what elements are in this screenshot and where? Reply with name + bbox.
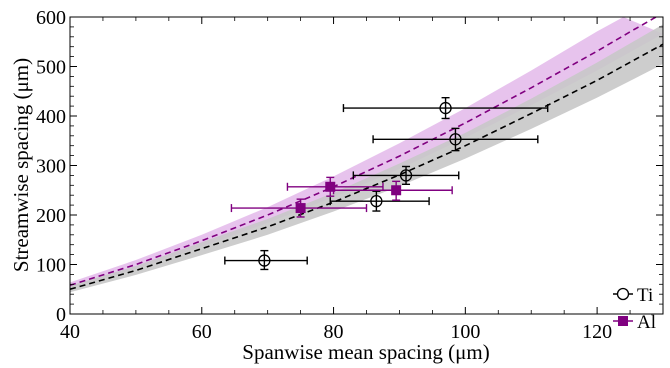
y-axis-title: Streamwise spacing (μm) xyxy=(9,58,33,272)
errorbar-ti-3 xyxy=(342,96,549,120)
y-axis-ticks: 0 100 200 300 400 500 600 xyxy=(36,7,663,326)
x-tick-label: 120 xyxy=(582,321,612,343)
x-tick-label: 40 xyxy=(60,321,80,343)
point-ti-4 xyxy=(449,133,462,146)
data-markers xyxy=(258,101,462,267)
errorbar-ti-4 xyxy=(372,127,539,152)
x-tick-label: 80 xyxy=(324,321,344,343)
legend-item-ti: Ti xyxy=(613,285,653,306)
x-tick-label: 60 xyxy=(192,321,212,343)
point-ti-0 xyxy=(258,254,271,267)
legend-marker xyxy=(616,287,630,301)
point-ti-3 xyxy=(439,101,452,115)
legend-marker xyxy=(618,316,628,326)
x-axis-ticks: 40 60 80 100 120 xyxy=(60,17,664,343)
point-al-2 xyxy=(391,185,402,196)
fit-curves xyxy=(70,17,663,291)
y-tick-label: 500 xyxy=(36,57,66,79)
y-tick-label: 200 xyxy=(36,205,66,227)
legend: Ti Al xyxy=(613,285,656,333)
legend-label: Ti xyxy=(637,285,653,306)
y-tick-label: 400 xyxy=(36,106,66,128)
point-al-1 xyxy=(325,181,336,192)
fit-line-al xyxy=(70,17,658,287)
legend-label: Al xyxy=(637,312,656,333)
y-tick-label: 300 xyxy=(36,156,66,178)
band-al xyxy=(70,17,663,289)
y-tick-label: 0 xyxy=(56,304,66,326)
point-ti-2 xyxy=(399,169,413,182)
errorbar-ti-1 xyxy=(329,190,430,212)
x-tick-label: 100 xyxy=(450,321,480,343)
point-ti-1 xyxy=(370,194,383,208)
y-tick-label: 600 xyxy=(36,7,66,29)
fit-line-ti xyxy=(70,43,663,291)
x-axis-title: Spanwise mean spacing (μm) xyxy=(242,340,489,364)
errorbar-ti-0 xyxy=(224,249,308,271)
legend-item-al: Al xyxy=(613,312,656,333)
confidence-bands xyxy=(70,17,663,293)
point-al-0 xyxy=(295,203,306,214)
y-tick-label: 100 xyxy=(36,255,66,277)
